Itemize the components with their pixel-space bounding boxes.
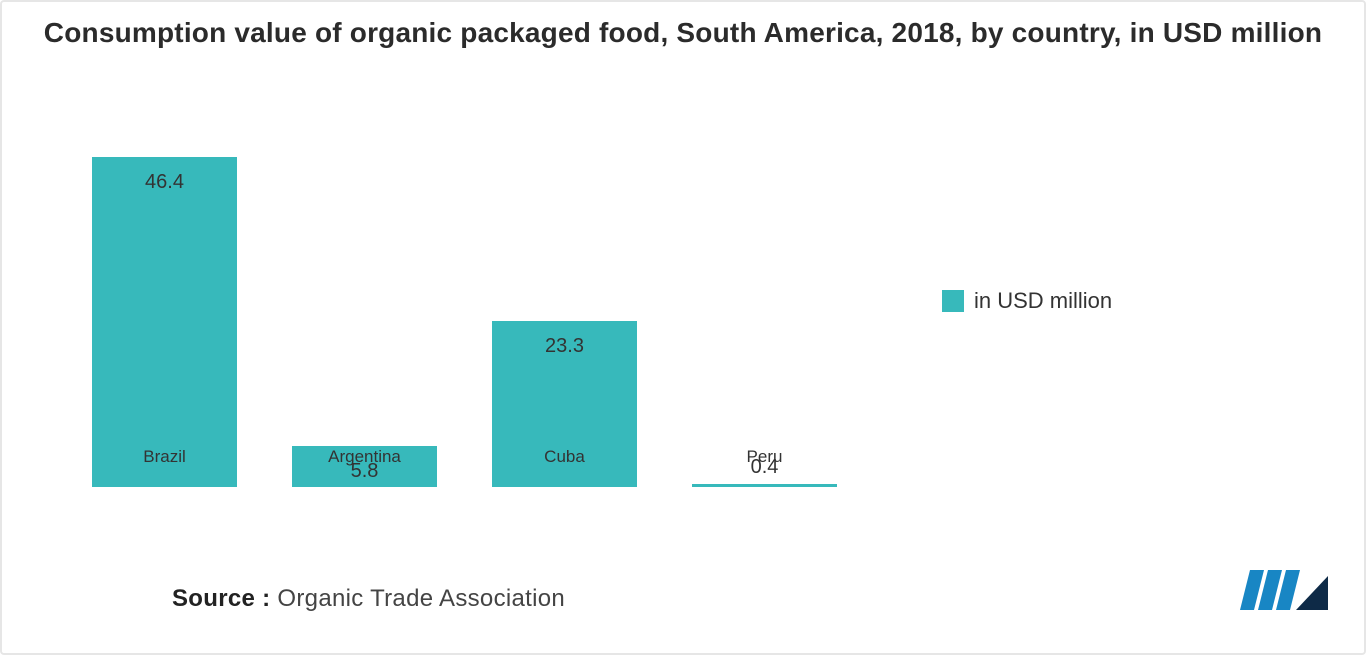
category-label: Brazil	[92, 447, 237, 467]
category-label: Cuba	[492, 447, 637, 467]
bar: 0.4	[692, 484, 837, 487]
source-line: Source : Organic Trade Association	[172, 585, 565, 613]
category-axis: Brazil Argentina Cuba Peru	[92, 437, 882, 477]
bar-value-label: 46.4	[92, 171, 237, 194]
legend: in USD million	[942, 288, 1112, 314]
category-label: Peru	[692, 447, 837, 467]
bar-value-label: 23.3	[492, 335, 637, 358]
source-text: Organic Trade Association	[277, 585, 565, 612]
chart-container: Consumption value of organic packaged fo…	[0, 0, 1366, 655]
mi-logo-icon	[1238, 570, 1328, 623]
legend-label: in USD million	[974, 288, 1112, 314]
source-prefix: Source :	[172, 585, 270, 612]
category-label: Argentina	[292, 447, 437, 467]
chart-title: Consumption value of organic packaged fo…	[2, 2, 1364, 52]
legend-swatch-icon	[942, 290, 964, 312]
